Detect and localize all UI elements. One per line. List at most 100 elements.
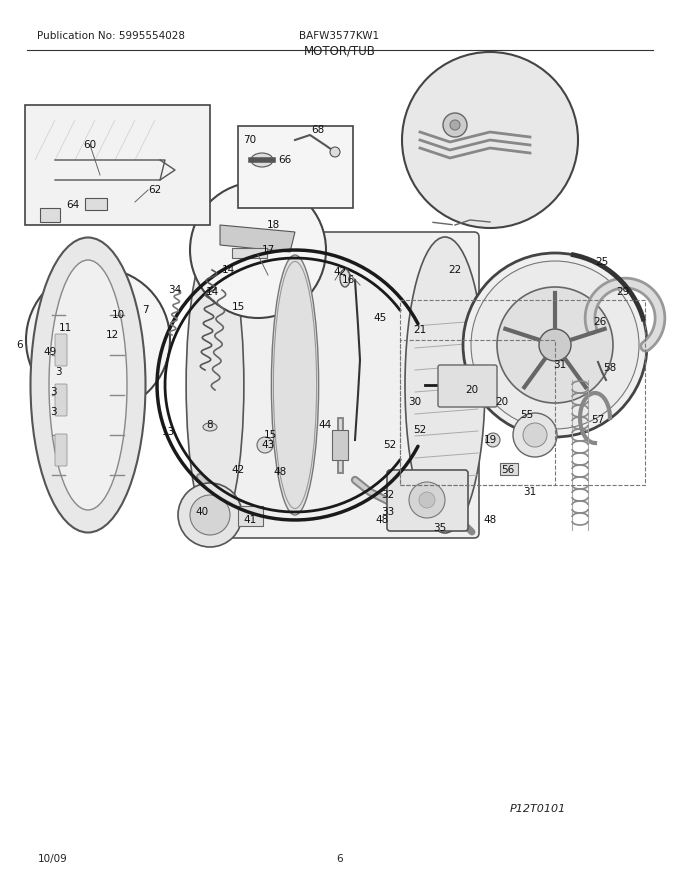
Circle shape <box>257 437 273 453</box>
FancyBboxPatch shape <box>387 470 468 531</box>
Text: BAFW3577KW1: BAFW3577KW1 <box>299 31 379 40</box>
Text: 43: 43 <box>261 440 275 450</box>
Text: 45: 45 <box>373 313 387 323</box>
Text: 3: 3 <box>54 367 61 377</box>
Text: 10/09: 10/09 <box>37 854 67 864</box>
FancyBboxPatch shape <box>55 334 67 366</box>
Circle shape <box>486 433 500 447</box>
Text: 41: 41 <box>243 515 256 525</box>
Bar <box>238 126 353 208</box>
Circle shape <box>443 113 467 137</box>
Text: 66: 66 <box>278 155 292 165</box>
Circle shape <box>539 329 571 361</box>
Bar <box>400 300 645 485</box>
Text: 14: 14 <box>205 287 219 297</box>
Ellipse shape <box>49 260 127 510</box>
Text: 48: 48 <box>483 515 496 525</box>
Text: 52: 52 <box>384 440 396 450</box>
Text: 15: 15 <box>231 302 245 312</box>
Text: 21: 21 <box>413 325 426 335</box>
Text: 34: 34 <box>169 285 182 295</box>
Circle shape <box>463 253 647 437</box>
Circle shape <box>190 495 230 535</box>
Circle shape <box>523 423 547 447</box>
Circle shape <box>450 120 460 130</box>
Text: 7: 7 <box>141 305 148 315</box>
Text: 33: 33 <box>381 507 394 517</box>
Text: 26: 26 <box>594 317 607 327</box>
Text: 49: 49 <box>44 347 56 357</box>
Circle shape <box>402 52 578 228</box>
Bar <box>100 329 110 337</box>
Text: 16: 16 <box>341 275 355 285</box>
Circle shape <box>100 302 116 318</box>
Text: 64: 64 <box>67 200 80 210</box>
FancyBboxPatch shape <box>55 434 67 466</box>
Text: 56: 56 <box>501 465 515 475</box>
Text: 60: 60 <box>84 140 97 150</box>
Text: 58: 58 <box>603 363 617 373</box>
Circle shape <box>471 261 639 429</box>
Bar <box>95 326 115 340</box>
Text: 57: 57 <box>592 415 605 425</box>
Ellipse shape <box>352 237 418 533</box>
Text: 70: 70 <box>243 135 256 145</box>
Circle shape <box>513 413 557 457</box>
Bar <box>40 208 60 222</box>
Circle shape <box>105 307 111 313</box>
Polygon shape <box>220 225 295 252</box>
Text: 19: 19 <box>483 435 496 445</box>
Text: 17: 17 <box>261 245 275 255</box>
Text: 3: 3 <box>50 407 56 417</box>
Circle shape <box>419 492 435 508</box>
Text: 20: 20 <box>465 385 479 395</box>
Circle shape <box>330 147 340 157</box>
Circle shape <box>409 482 445 518</box>
Ellipse shape <box>251 153 273 167</box>
Text: 62: 62 <box>148 185 162 195</box>
Text: 25: 25 <box>596 257 609 267</box>
Circle shape <box>26 268 170 412</box>
Text: MOTOR/TUB: MOTOR/TUB <box>304 44 376 57</box>
Text: 35: 35 <box>433 523 447 533</box>
Bar <box>500 463 518 475</box>
Text: 42: 42 <box>333 267 347 277</box>
Text: 29: 29 <box>616 287 630 297</box>
Text: 30: 30 <box>409 397 422 407</box>
Ellipse shape <box>73 322 87 328</box>
Text: 31: 31 <box>554 360 566 370</box>
Text: 3: 3 <box>50 387 56 397</box>
Circle shape <box>190 182 326 318</box>
Ellipse shape <box>203 423 217 431</box>
Text: 18: 18 <box>267 220 279 230</box>
Text: 52: 52 <box>413 425 426 435</box>
Text: 31: 31 <box>524 487 537 497</box>
Bar <box>400 340 555 485</box>
Text: Publication No: 5995554028: Publication No: 5995554028 <box>37 31 186 40</box>
Text: 10: 10 <box>112 310 124 320</box>
Bar <box>238 506 263 526</box>
Text: 55: 55 <box>520 410 534 420</box>
FancyBboxPatch shape <box>205 232 479 538</box>
Ellipse shape <box>67 319 92 331</box>
FancyBboxPatch shape <box>438 365 497 407</box>
Text: 48: 48 <box>375 515 389 525</box>
Bar <box>232 248 267 258</box>
Text: 14: 14 <box>222 265 235 275</box>
Text: 6: 6 <box>17 340 23 350</box>
Ellipse shape <box>186 237 244 533</box>
Circle shape <box>497 287 613 403</box>
Text: 15: 15 <box>263 430 277 440</box>
Text: 6: 6 <box>337 854 343 864</box>
Text: 12: 12 <box>105 330 118 340</box>
Bar <box>85 198 107 210</box>
Text: 44: 44 <box>318 420 332 430</box>
Text: 32: 32 <box>381 490 394 500</box>
FancyBboxPatch shape <box>55 384 67 416</box>
Text: 20: 20 <box>496 397 509 407</box>
Text: 48: 48 <box>273 467 287 477</box>
Text: 13: 13 <box>161 427 175 437</box>
Bar <box>332 430 348 460</box>
Ellipse shape <box>405 237 485 533</box>
Circle shape <box>178 483 242 547</box>
